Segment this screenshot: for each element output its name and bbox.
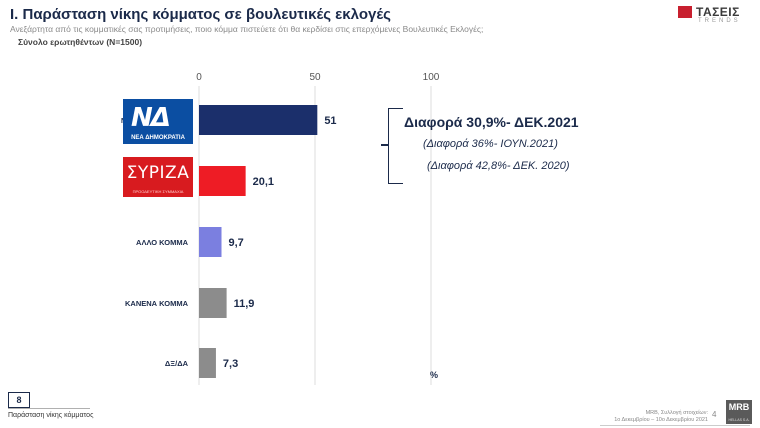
tasis-logo-mark-icon [678,6,692,18]
difference-jun-2021: (Διαφορά 36%- ΙΟΥΝ.2021) [423,138,558,150]
difference-dec-2020: (Διαφορά 42,8%- ΔΕΚ. 2020) [427,160,570,172]
value-label: 20,1 [253,176,274,188]
value-label: 9,7 [229,237,244,249]
nd-logo-text: ΝΕΑ ΔΗΜΟΚΡΑΤΙΑ [131,135,185,141]
syriza-logo-sub: ΠΡΟΟΔΕΥΤΙΚΗ ΣΥΜΜΑΧΙΑ [132,189,184,194]
sample-size: Σύνολο ερωτηθέντων (N=1500) [18,37,143,47]
difference-bracket [381,108,403,184]
bar-2 [199,166,246,196]
bottom-rule [600,425,750,426]
tasis-logo-sub: TRENDS [698,18,741,24]
category-label: ΑΛΛΟ ΚΟΜΜΑ [136,238,189,247]
x-tick-label: 0 [196,72,202,83]
mrb-logo-sub: HELLAS S.A. [728,418,750,422]
value-label: 51 [324,115,336,127]
footer-source-line2: 1ο Δεκεμβρίου – 10ο Δεκεμβρίου 2021 [614,417,708,423]
footer-source: MRB, Συλλογή στοιχείων: 1ο Δεκεμβρίου – … [600,410,708,424]
tasis-logo: ΤΑΣΕΙΣ TRENDS [678,5,750,28]
syriza-party-logo: ΣΥΡΙΖΑ ΠΡΟΟΔΕΥΤΙΚΗ ΣΥΜΜΑΧΙΑ [123,157,193,197]
bar-3 [199,227,222,257]
question-text: Ανεξάρτητα από τις κομματικές σας προτιμ… [10,24,484,34]
bar-1 [199,105,318,135]
section-number: 8 [8,392,30,408]
syriza-logo-text: ΣΥΡΙΖΑ [126,163,190,183]
nd-party-logo: ΝΔ ΝΕΑ ΔΗΜΟΚΡΑΤΙΑ [123,99,193,144]
category-label: ΚΑΝΕΝΑ ΚΟΜΜΑ [125,299,189,308]
x-tick-label: 100 [423,72,440,83]
mrb-logo-text: MRB [728,402,750,412]
x-tick-label: 50 [309,72,321,83]
bar-4 [199,288,227,318]
page-title: I. Παράσταση νίκης κόμματος σε βουλευτικ… [10,6,391,23]
footer-source-line1: MRB, Συλλογή στοιχείων: [645,410,708,416]
footer-divider [8,408,90,409]
unit-label: % [430,370,439,380]
value-label: 7,3 [223,358,238,370]
value-label: 11,9 [234,298,255,310]
difference-dec-2021: Διαφορά 30,9%- ΔΕΚ.2021 [404,114,579,130]
nd-logo-mark: ΝΔ [131,103,171,133]
footer-topic: Παράσταση νίκης κόμματος [8,412,94,419]
bar-5 [199,348,216,378]
page-number: 4 [712,410,717,419]
category-label: ΔΞ/ΔΑ [165,359,189,368]
tasis-logo-name: ΤΑΣΕΙΣ [696,5,740,19]
mrb-logo: MRB HELLAS S.A. [726,400,752,424]
